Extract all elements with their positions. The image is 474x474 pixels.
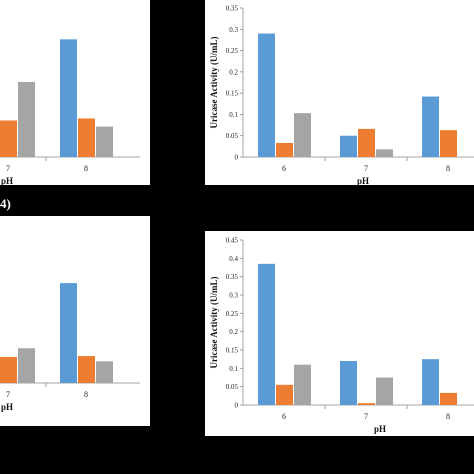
y-tick-label: 0.35 bbox=[226, 5, 239, 13]
bar-series-1-7 bbox=[340, 135, 357, 157]
panel-label-bottom-left: 4) bbox=[0, 196, 11, 211]
bar-series-2-8 bbox=[78, 356, 95, 383]
x-tick-label: 6 bbox=[282, 164, 286, 173]
chart-top-left: 7 8 pH bbox=[0, 39, 140, 185]
bar-series-3-6 bbox=[294, 364, 311, 405]
x-axis-label: pH bbox=[357, 176, 369, 185]
x-tick-label: 7 bbox=[364, 412, 368, 421]
y-tick-label: 0.25 bbox=[226, 47, 239, 55]
bar-series-1-8 bbox=[60, 283, 77, 383]
x-tick-label: 7 bbox=[364, 164, 368, 173]
bar-series-3-7 bbox=[18, 81, 35, 157]
bar-series-1-6 bbox=[258, 33, 275, 157]
bar-series-3-7 bbox=[18, 348, 35, 383]
chart-panel-top-right: 0 0.05 0.1 0.15 0.2 0.25 0.3 0.35 Uricase Activi… bbox=[205, 0, 474, 185]
x-tick-label: 6 bbox=[282, 412, 286, 421]
chart-panel-bottom-right: 0 0.05 0.1 0.15 0.2 0.25 0.3 0.35 0.4 0.45 Uricase… bbox=[205, 231, 474, 436]
y-tick-label: 0.15 bbox=[226, 347, 239, 355]
bar-series-3-8 bbox=[96, 361, 113, 383]
x-tick-label: 8 bbox=[446, 164, 450, 173]
x-tick-label: 8 bbox=[84, 164, 88, 173]
y-tick-label: 0.35 bbox=[226, 273, 239, 281]
bar-series-2-8 bbox=[78, 118, 95, 157]
bar-series-2-8 bbox=[440, 392, 457, 405]
bar-series-2-8 bbox=[440, 130, 457, 157]
y-tick-label: 0.1 bbox=[229, 111, 238, 119]
bar-series-2-7 bbox=[358, 403, 375, 405]
bar-series-2-6 bbox=[276, 142, 293, 157]
y-tick-label: 0 bbox=[235, 402, 239, 410]
y-tick-label: 0.4 bbox=[229, 255, 238, 263]
y-axis-label: Uricase Activity (U/mL) bbox=[209, 277, 219, 369]
bar-series-3-7 bbox=[376, 149, 393, 157]
y-tick-label: 0.45 bbox=[226, 237, 239, 245]
chart-panel-top-left: 7 8 pH bbox=[0, 0, 150, 185]
bar-series-3-7 bbox=[376, 377, 393, 405]
x-axis-label: pH bbox=[1, 176, 13, 185]
y-tick-label: 0.25 bbox=[226, 310, 239, 318]
y-tick-label: 0.1 bbox=[229, 365, 238, 373]
x-axis-label: pH bbox=[1, 402, 13, 412]
y-tick-label: 0 bbox=[235, 154, 239, 162]
y-tick-label: 0.05 bbox=[226, 383, 239, 391]
y-tick-label: 0.3 bbox=[229, 292, 238, 300]
y-tick-label: 0.15 bbox=[226, 90, 239, 98]
y-tick-label: 0.2 bbox=[229, 328, 238, 336]
x-tick-label: 7 bbox=[6, 164, 10, 173]
y-tick-label: 0.2 bbox=[229, 68, 238, 76]
chart-top-right: 0 0.05 0.1 0.15 0.2 0.25 0.3 0.35 Uricase Activi… bbox=[209, 5, 474, 185]
chart-bottom-left: 7 8 pH bbox=[0, 283, 140, 412]
bar-series-2-7 bbox=[0, 356, 17, 383]
bar-series-2-7 bbox=[358, 128, 375, 157]
bar-series-3-6 bbox=[294, 113, 311, 157]
x-tick-label: 8 bbox=[446, 412, 450, 421]
chart-bottom-right: 0 0.05 0.1 0.15 0.2 0.25 0.3 0.35 0.4 0.45 Uricase… bbox=[209, 237, 474, 434]
x-tick-label: 7 bbox=[6, 390, 10, 399]
y-tick-label: 0.05 bbox=[226, 132, 239, 140]
y-axis-label: Uricase Activity (U/mL) bbox=[209, 37, 219, 129]
bar-series-3-8 bbox=[96, 126, 113, 157]
bar-series-1-8 bbox=[422, 359, 439, 405]
bar-series-1-7 bbox=[340, 361, 357, 405]
bar-series-2-6 bbox=[276, 384, 293, 405]
x-axis-label: pH bbox=[374, 424, 386, 434]
y-tick-label: 0.3 bbox=[229, 26, 238, 34]
chart-panel-bottom-left: 7 8 pH bbox=[0, 216, 150, 426]
bar-series-1-8 bbox=[60, 39, 77, 157]
x-tick-label: 8 bbox=[84, 390, 88, 399]
bar-series-1-6 bbox=[258, 263, 275, 405]
bar-series-1-8 bbox=[422, 96, 439, 157]
bar-series-2-7 bbox=[0, 120, 17, 157]
